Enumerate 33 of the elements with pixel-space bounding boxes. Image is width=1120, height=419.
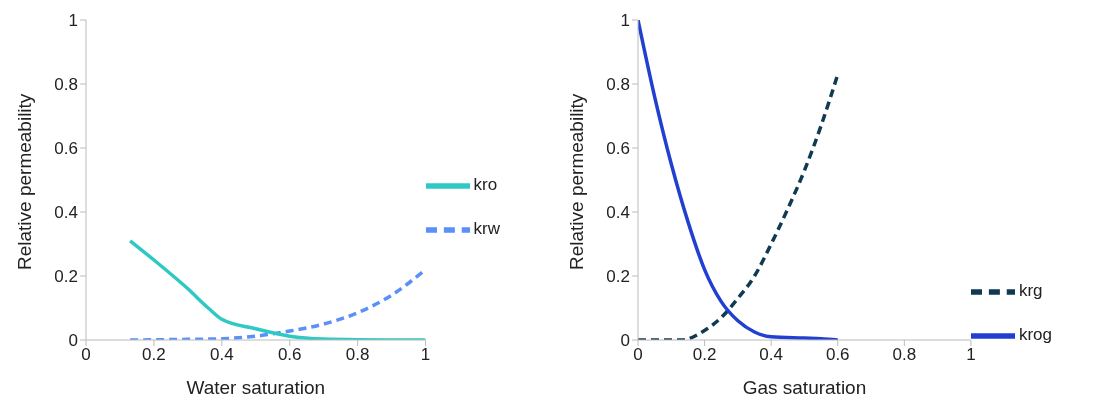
y-axis-title: Relative permeability <box>565 93 587 270</box>
y-tick-label: 1 <box>68 11 78 31</box>
x-tick-label: 0.6 <box>825 345 850 365</box>
x-tick-label: 1 <box>966 345 976 365</box>
x-tick-label: 0 <box>81 345 91 365</box>
y-axis-title: Relative permeability <box>13 93 35 270</box>
y-tick-label: 0.2 <box>54 267 78 287</box>
legend-label: krog <box>1018 325 1052 345</box>
x-axis-title: Water saturation <box>186 377 326 398</box>
y-tick-label: 0.4 <box>606 203 630 223</box>
y-tick-label: 0 <box>68 331 78 351</box>
legend-label: krg <box>1018 281 1043 301</box>
y-tick-label: 0.8 <box>606 75 630 95</box>
x-tick-label: 0.2 <box>142 345 166 365</box>
x-tick-label: 1 <box>420 345 431 365</box>
y-tick-label: 0.2 <box>606 267 630 287</box>
y-tick-label: 0.4 <box>54 203 78 223</box>
line-series <box>128 239 426 340</box>
x-tick-label: 0.4 <box>759 345 783 365</box>
legend-label: kro <box>473 175 498 195</box>
y-tick-label: 0.6 <box>606 139 630 159</box>
x-tick-label: 0.4 <box>210 345 234 365</box>
x-tick-label: 0.6 <box>277 345 302 365</box>
x-axis-title: Gas saturation <box>742 377 867 398</box>
legend-label: krw <box>473 219 500 239</box>
x-tick-label: 0.8 <box>892 345 917 365</box>
y-tick-label: 1 <box>620 11 630 31</box>
x-tick-label: 0 <box>633 345 643 365</box>
y-tick-label: 0 <box>620 331 630 351</box>
x-tick-label: 0.8 <box>345 345 370 365</box>
y-tick-label: 0.6 <box>54 139 78 159</box>
x-tick-label: 0.2 <box>692 345 717 365</box>
y-tick-label: 0.8 <box>54 75 78 95</box>
